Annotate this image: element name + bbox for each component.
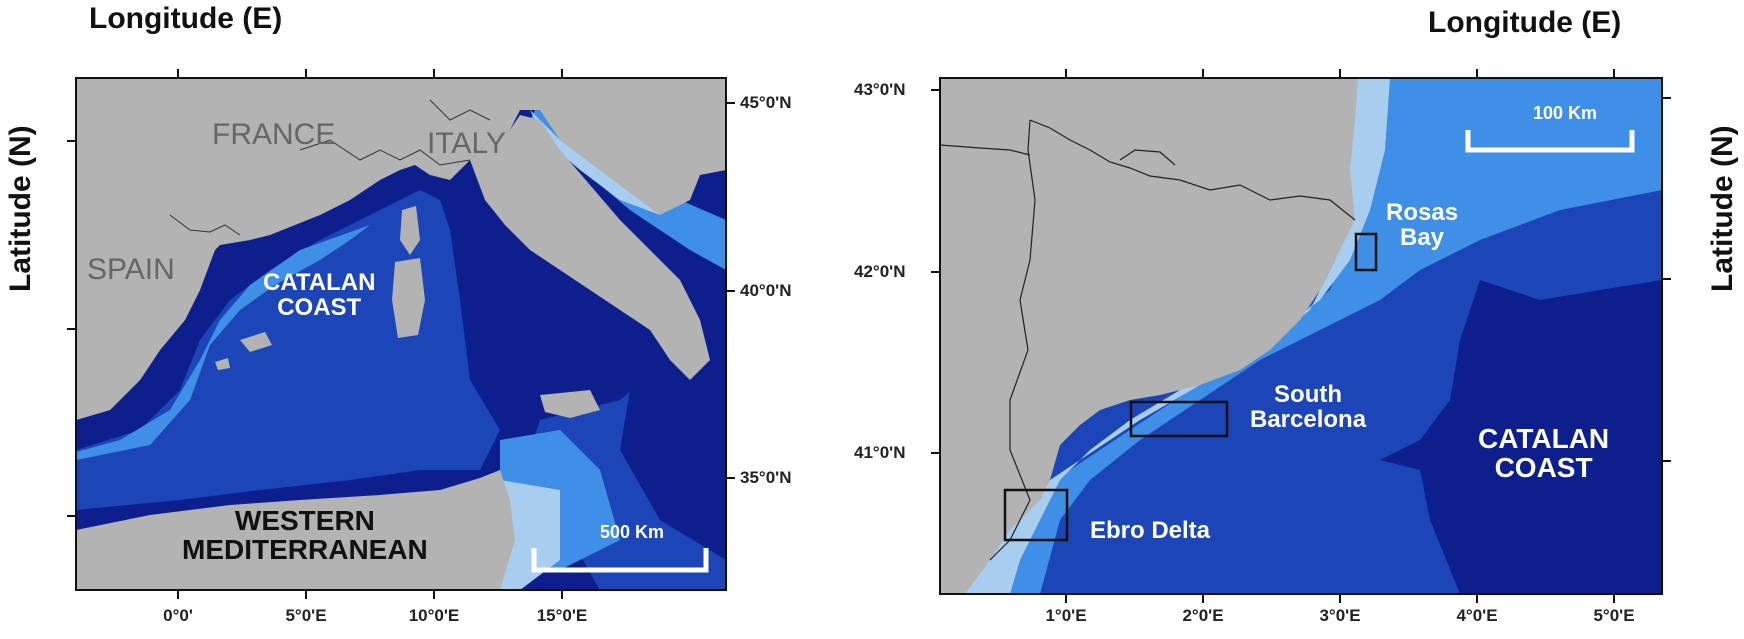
left-map-sardinia (392, 258, 425, 338)
left-map-balearic-2 (215, 358, 230, 370)
left-map-x-tick: 15°0'E (536, 606, 588, 625)
right-map-x-tick: 4°0'E (1456, 606, 1498, 625)
label-france: FRANCE (212, 118, 336, 151)
label-south-barcelona: South Barcelona (1250, 381, 1367, 434)
label-western-med-line2: MEDITERRANEAN (182, 534, 428, 566)
left-map (76, 78, 726, 590)
right-map-y-tick: 43°0'N (854, 80, 906, 99)
label-south-bcn-line2: Barcelona (1250, 406, 1367, 434)
label-catalan-coast-left-line2: COAST (277, 294, 362, 322)
left-map-africa-land (76, 470, 515, 590)
left-map-tunisia-shelf (500, 480, 560, 590)
left-map-y-tick: 45°0'N (740, 93, 792, 112)
left-map-iberia-land (76, 210, 215, 420)
left-map-y-axis-title: Latitude (N) (4, 125, 37, 292)
right-map-abyss (1380, 280, 1662, 594)
label-italy: ITALY (427, 127, 506, 160)
left-map-x-axis-title: Longitude (E) (89, 2, 283, 35)
left-map-borders (169, 99, 491, 236)
right-map-x-tick: 1°0'E (1045, 606, 1087, 625)
ebro-delta-box (1003, 488, 1069, 542)
label-catalan-coast-right-line2: COAST (1494, 452, 1593, 484)
right-map-frame (939, 77, 1663, 595)
left-map-y-tick: 35°0'N (740, 468, 792, 487)
label-rosas-bay: Rosas Bay (1386, 199, 1459, 252)
rosas-bay-box (1354, 232, 1378, 272)
label-western-mediterranean: WESTERN MEDITERRANEAN (182, 506, 428, 565)
left-map-italy-land (470, 115, 710, 380)
left-map-balearic (240, 332, 272, 352)
label-rosas-line1: Rosas (1386, 199, 1459, 226)
left-map-frame (75, 77, 727, 591)
left-map-europe-land (76, 78, 726, 420)
south-barcelona-box (1129, 400, 1229, 438)
label-south-bcn-line1: South (1274, 381, 1343, 408)
left-map-x-tick: 5°0'E (285, 606, 327, 625)
right-map-y-tick: 41°0'N (854, 443, 906, 462)
left-map-sicily (540, 390, 600, 418)
left-map-x-tick: 10°0'E (408, 606, 460, 625)
right-map-scale-bar (1465, 130, 1635, 153)
right-map-x-tick: 2°0'E (1182, 606, 1224, 625)
right-map-land (940, 78, 1358, 594)
label-catalan-coast-left-line1: CATALAN (263, 269, 376, 296)
right-map-x-tick: 3°0'E (1319, 606, 1361, 625)
left-map-corsica (400, 206, 420, 255)
label-catalan-coast-right: CATALAN COAST (1478, 424, 1609, 483)
right-map-scale-label: 100 Km (1533, 103, 1598, 123)
label-catalan-coast-left: CATALAN COAST (263, 269, 376, 322)
left-map-scale-label: 500 Km (600, 522, 665, 542)
label-rosas-line2: Bay (1400, 224, 1445, 252)
left-map-x-tick: 0°0' (163, 606, 193, 625)
right-map-slope (980, 78, 1662, 594)
left-map-scale-bar (531, 548, 709, 573)
right-map-borders (940, 119, 1356, 561)
label-catalan-coast-right-line1: CATALAN (1478, 423, 1610, 454)
right-map-x-axis-title: Longitude (E) (1428, 6, 1622, 39)
right-map-shelf (960, 78, 1390, 594)
right-map-ticks (931, 69, 1671, 603)
left-map-ticks (67, 69, 735, 599)
right-map-y-tick: 42°0'N (854, 262, 906, 281)
label-western-med-line1: WESTERN (234, 505, 375, 536)
label-ebro-delta: Ebro Delta (1090, 517, 1211, 544)
left-map-y-tick: 40°0'N (740, 281, 792, 300)
right-map-y-axis-title: Latitude (N) (1706, 125, 1739, 292)
left-map-wmed-slope (76, 190, 500, 510)
right-map-x-tick: 5°0'E (1593, 606, 1635, 625)
label-spain: SPAIN (87, 253, 175, 286)
right-map (940, 78, 1662, 594)
